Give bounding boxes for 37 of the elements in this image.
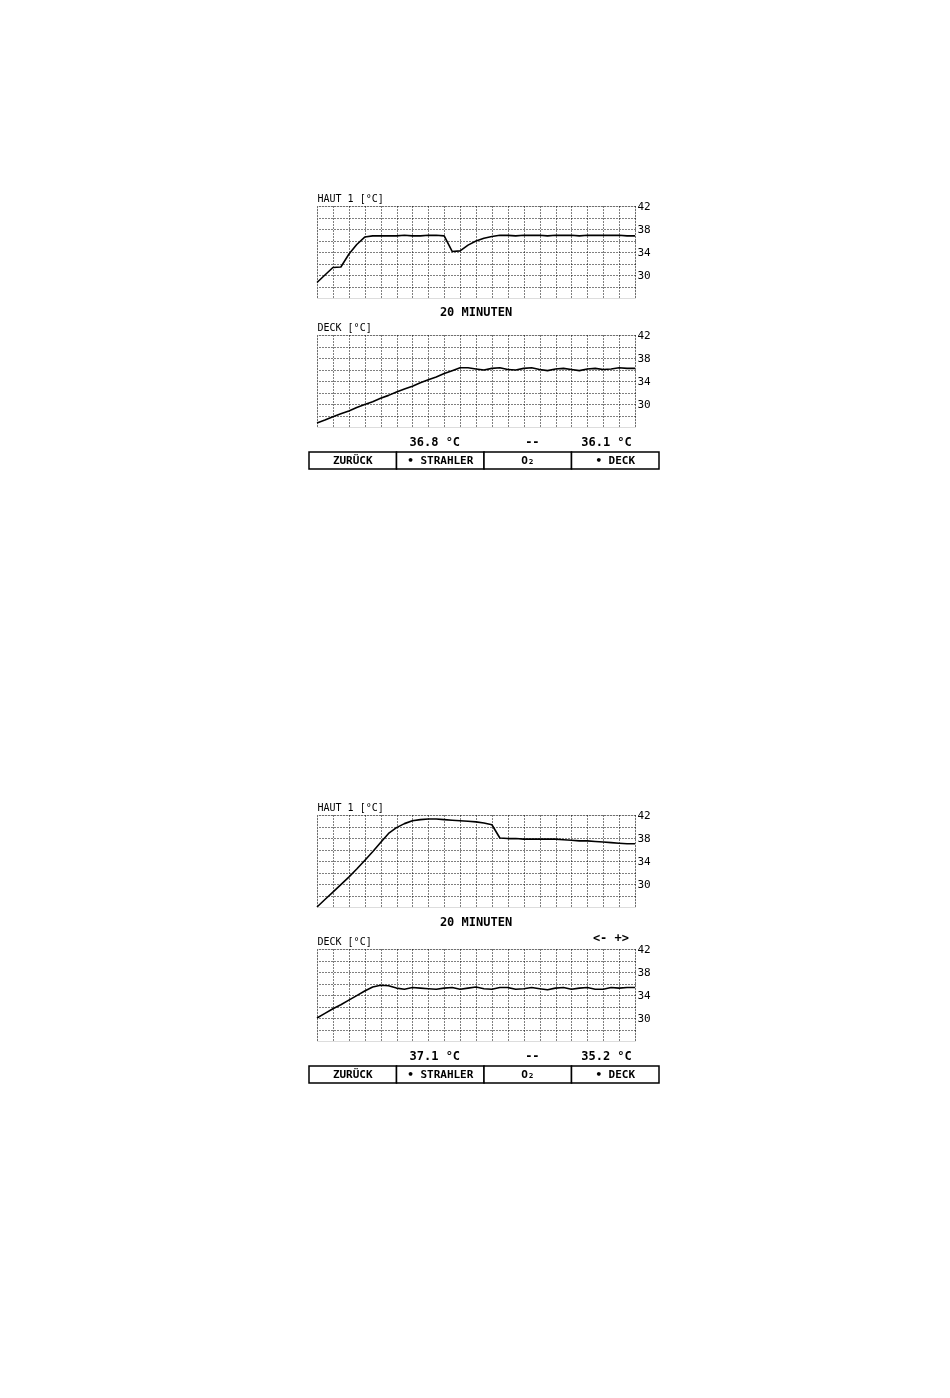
y-tick-label: 42: [637, 942, 651, 956]
text: 20 MINUTEN: [439, 305, 513, 319]
y-axis-title: DECK [°C]: [317, 321, 372, 333]
text: --: [525, 1049, 540, 1063]
y-tick-label: 34: [637, 245, 652, 259]
text: ZURÜCK: [332, 453, 373, 467]
text: 35.2 °C: [581, 1049, 632, 1063]
y-tick-label: 30: [637, 877, 651, 891]
y-tick-label: 30: [637, 397, 651, 411]
y-tick-label: 42: [637, 199, 651, 213]
text: 20 MINUTEN: [439, 915, 513, 929]
y-tick-label: 30: [637, 1011, 651, 1025]
text: <- +>: [592, 931, 629, 945]
y-tick-label: 38: [637, 831, 651, 845]
text: • STRAHLER: [407, 1068, 474, 1081]
y-axis-title: HAUT 1 [°C]: [317, 192, 384, 204]
y-tick-label: 42: [637, 328, 651, 342]
text: • DECK: [595, 1068, 636, 1081]
text: • STRAHLER: [407, 454, 474, 467]
y-tick-label: 34: [637, 374, 652, 388]
text: 36.1 °C: [581, 435, 632, 449]
y-tick-label: 38: [637, 351, 651, 365]
text: 36.8 °C: [409, 435, 461, 449]
y-axis-title: HAUT 1 [°C]: [317, 801, 384, 813]
text: O₂: [521, 454, 535, 467]
y-tick-label: 30: [637, 268, 651, 282]
text: ZURÜCK: [332, 1067, 373, 1081]
text: 37.1 °C: [409, 1049, 461, 1063]
y-tick-label: 42: [637, 808, 651, 822]
y-tick-label: 34: [637, 988, 652, 1002]
y-tick-label: 38: [637, 965, 651, 979]
y-axis-title: DECK [°C]: [317, 935, 372, 947]
text: • DECK: [595, 454, 636, 467]
y-tick-label: 38: [637, 222, 651, 236]
text: O₂: [521, 1068, 535, 1081]
text: --: [525, 435, 540, 449]
y-tick-label: 34: [637, 854, 652, 868]
